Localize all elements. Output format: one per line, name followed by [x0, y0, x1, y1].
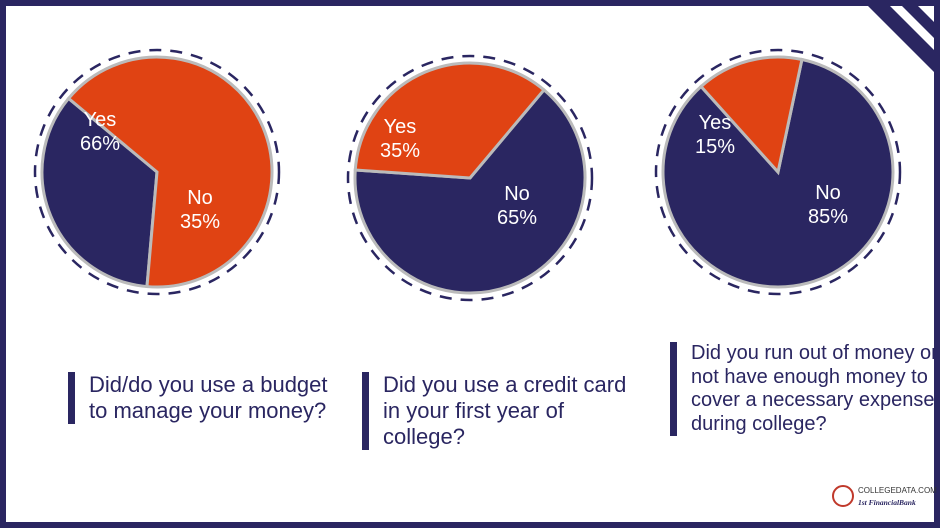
corner-stripes-decoration — [862, 0, 940, 78]
slice-value-yes: 66% — [80, 133, 120, 155]
question-budget: Did/do you use a budget to manage your m… — [68, 372, 339, 424]
pie-slice-yes — [353, 61, 547, 180]
question-ran-out-of-money: Did you run out of money or not have eno… — [670, 342, 940, 437]
slice-label-yes: Yes — [699, 112, 732, 134]
slice-value-no: 35% — [180, 211, 220, 233]
college-seal-icon — [832, 485, 854, 507]
slice-value-no: 85% — [808, 206, 848, 228]
logo-line2: 1st FinancialBank — [858, 498, 916, 507]
slice-value-no: 65% — [497, 207, 537, 229]
slice-label-no: No — [504, 183, 530, 205]
pie-slice-no — [353, 87, 587, 295]
dashed-ring — [33, 48, 281, 296]
logo-line1: COLLEGEDATA.COM — [858, 486, 937, 495]
question-credit-card: Did you use a credit card in your first … — [362, 372, 633, 450]
dashed-ring — [654, 48, 902, 296]
dashed-ring — [346, 54, 594, 302]
slice-label-yes: Yes — [84, 109, 117, 131]
slice-label-no: No — [187, 187, 213, 209]
slice-value-yes: 35% — [380, 140, 420, 162]
slice-label-no: No — [815, 182, 841, 204]
slice-value-yes: 15% — [695, 136, 735, 158]
pie-slice-yes — [698, 55, 804, 176]
slice-label-yes: Yes — [384, 116, 417, 138]
pie-slice-no — [40, 96, 159, 289]
pie-slice-yes — [66, 55, 274, 289]
collegedata-logo[interactable]: COLLEGEDATA.COM 1st FinancialBank — [832, 485, 937, 511]
